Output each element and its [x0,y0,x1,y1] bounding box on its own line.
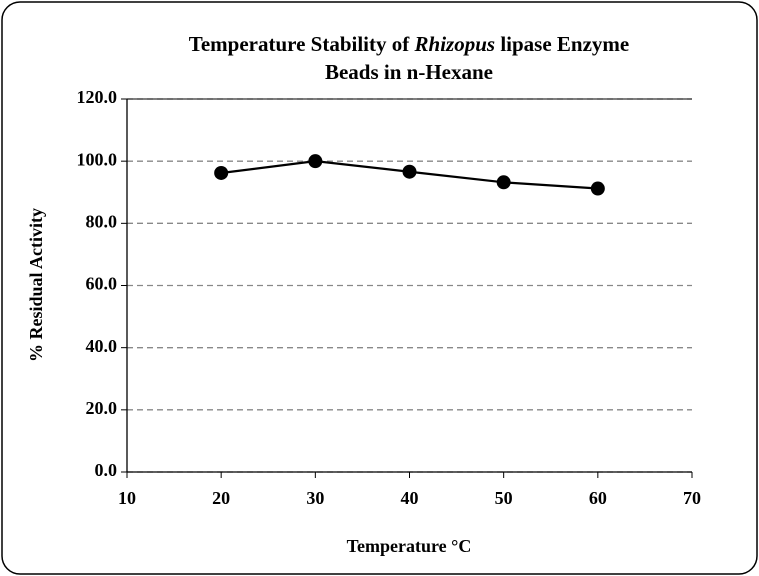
y-tick-label: 80.0 [86,211,118,231]
data-point [214,165,229,180]
x-tick-label: 70 [683,488,701,508]
chart-title: Beads in n-Hexane [325,60,493,84]
data-point [496,175,511,190]
title-part: lipase Enzyme [495,32,629,56]
data-point [402,164,417,179]
y-tick-label: 100.0 [77,149,118,169]
chart-title: Temperature Stability of Rhizopus lipase… [189,32,629,56]
y-axis-label: % Residual Activity [26,208,46,362]
x-tick-label: 10 [118,488,136,508]
x-tick-label: 60 [589,488,607,508]
data-point [590,181,605,196]
x-tick-label: 30 [306,488,324,508]
y-tick-label: 20.0 [86,398,118,418]
data-point [308,154,323,169]
x-tick-label: 20 [212,488,230,508]
title-part: Temperature Stability of [189,32,415,56]
y-tick-label: 120.0 [77,87,118,107]
x-tick-label: 40 [401,488,419,508]
y-tick-label: 40.0 [86,336,118,356]
x-axis-label: Temperature °C [347,536,472,556]
x-tick-label: 50 [495,488,513,508]
y-tick-label: 60.0 [86,274,118,294]
title-part: Rhizopus [414,32,496,56]
y-tick-label: 0.0 [95,460,118,480]
